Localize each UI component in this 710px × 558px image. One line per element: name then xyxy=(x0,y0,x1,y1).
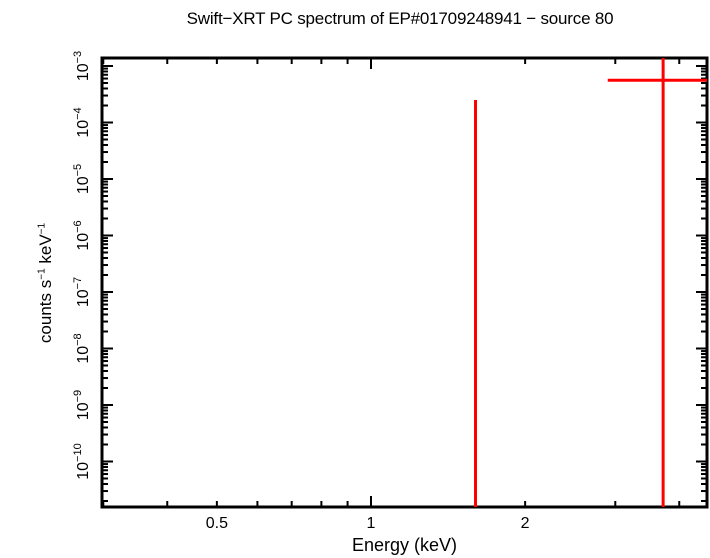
y-axis-label-unit: keV xyxy=(36,234,55,269)
x-axis-label: Energy (keV) xyxy=(351,535,458,555)
y-tick-label: 10−4 xyxy=(72,107,92,137)
y-axis-label-exp1: −1 xyxy=(36,268,48,280)
y-tick-label: 10−10 xyxy=(72,443,92,479)
svg-text:10−5: 10−5 xyxy=(72,164,92,194)
y-tick-label: 10−3 xyxy=(72,51,92,81)
y-axis-label-exp2: −1 xyxy=(36,222,48,235)
chart-title: Swift−XRT PC spectrum of EP#01709248941 … xyxy=(186,9,614,28)
x-tick-label: 0.5 xyxy=(206,515,228,532)
y-tick-label: 10−5 xyxy=(72,164,92,194)
plot-frame xyxy=(100,56,709,509)
x-tick-label: 2 xyxy=(521,515,530,532)
y-tick-label: 10−6 xyxy=(72,220,92,250)
y-axis-label-text: counts s xyxy=(36,279,55,344)
y-axis-label: counts s−1 keV−1 xyxy=(36,223,56,343)
svg-text:10−10: 10−10 xyxy=(72,443,92,479)
data-series xyxy=(474,58,707,507)
y-tick-label: 10−9 xyxy=(72,390,92,420)
x-tick-label: 1 xyxy=(367,515,376,532)
y-tick-label: 10−8 xyxy=(72,333,92,363)
svg-text:10−8: 10−8 xyxy=(72,333,92,363)
svg-text:10−3: 10−3 xyxy=(72,51,92,81)
svg-text:10−6: 10−6 xyxy=(72,220,92,250)
svg-text:10−4: 10−4 xyxy=(72,107,92,137)
svg-text:10−9: 10−9 xyxy=(72,390,92,420)
svg-text:10−7: 10−7 xyxy=(72,277,92,307)
y-tick-label: 10−7 xyxy=(72,277,92,307)
